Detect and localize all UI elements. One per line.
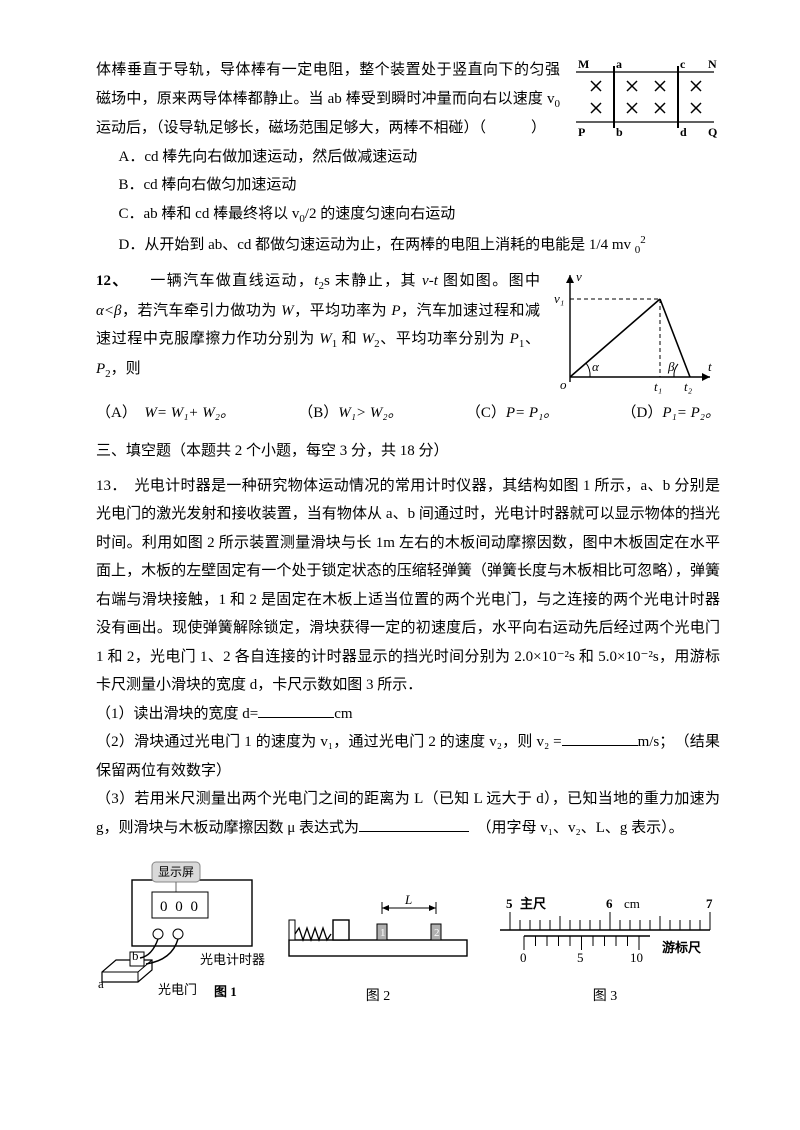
- svg-text:L: L: [404, 892, 412, 907]
- svg-text:5: 5: [577, 950, 584, 965]
- svg-text:0 0 0: 0 0 0: [160, 899, 200, 915]
- svg-text:d: d: [680, 125, 687, 138]
- svg-text:N: N: [708, 57, 717, 71]
- q11-options: A．cd 棒先向右做加速运动，然后做减速运动 B．cd 棒向右做匀加速运动 C．…: [119, 143, 721, 261]
- svg-text:主尺: 主尺: [520, 896, 546, 911]
- q12-vt-graph: v v₁ α β t t₁ t₂ o: [550, 267, 720, 397]
- svg-text:M: M: [578, 57, 589, 71]
- q11-magnetic-diagram: M a c N P b d Q: [570, 56, 720, 138]
- svg-text:c: c: [680, 57, 686, 71]
- q13-fig3: 5 6 7 主尺 cm 0 5 10 游标尺 图 3: [490, 890, 720, 1011]
- svg-text:α: α: [592, 359, 600, 374]
- svg-text:0: 0: [520, 950, 527, 965]
- svg-text:游标尺: 游标尺: [662, 940, 701, 955]
- svg-text:v: v: [576, 269, 582, 284]
- svg-text:5: 5: [506, 896, 513, 911]
- svg-text:10: 10: [630, 950, 643, 965]
- svg-text:光电计时器: 光电计时器: [200, 952, 265, 967]
- svg-text:t: t: [708, 359, 712, 374]
- svg-text:光电门: 光电门: [158, 982, 197, 997]
- q13-q3: （3）若用米尺测量出两个光电门之间的距离为 L（已知 L 远大于 d），已知当地…: [96, 785, 720, 842]
- svg-text:a: a: [98, 976, 104, 991]
- q13-p1: 13． 光电计时器是一种研究物体运动情况的常用计时仪器，其结构如图 1 所示，a…: [96, 472, 720, 700]
- svg-text:P: P: [578, 125, 585, 138]
- svg-text:a: a: [616, 57, 622, 71]
- svg-text:v₁: v₁: [554, 291, 564, 306]
- svg-text:t₁: t₁: [654, 379, 662, 394]
- svg-text:显示屏: 显示屏: [158, 865, 194, 879]
- q13-q2: （2）滑块通过光电门 1 的速度为 v₁，通过光电门 2 的速度 v₂，则 v₂…: [96, 728, 720, 785]
- svg-text:b: b: [616, 125, 623, 138]
- q13-fig1: 显示屏 0 0 0: [96, 856, 266, 1010]
- blank-d[interactable]: [258, 700, 334, 718]
- q13-fig2: 1 2 L 图 2: [283, 890, 473, 1011]
- svg-text:2: 2: [434, 927, 440, 939]
- section3-title: 三、填空题（本题共 2 个小题，每空 3 分，共 18 分）: [96, 437, 720, 466]
- svg-text:cm: cm: [624, 896, 640, 911]
- svg-text:1: 1: [380, 927, 386, 939]
- svg-text:t₂: t₂: [684, 379, 693, 394]
- svg-text:7: 7: [706, 896, 713, 911]
- blank-v2[interactable]: [562, 729, 638, 747]
- svg-text:图 1: 图 1: [214, 984, 237, 999]
- q12-options: （A） W= W₁+ W₂。 （B）W₁> W₂。 （C）P= P₁。 （D）P…: [96, 399, 720, 428]
- svg-text:b: b: [132, 948, 139, 963]
- q13-figure-row: 显示屏 0 0 0: [96, 856, 720, 1010]
- svg-text:Q: Q: [708, 125, 717, 138]
- blank-mu[interactable]: [359, 814, 469, 832]
- svg-text:6: 6: [606, 896, 613, 911]
- svg-text:β: β: [667, 359, 675, 374]
- q13-q1: （1）读出滑块的宽度 d=cm: [96, 700, 720, 729]
- svg-text:o: o: [560, 377, 567, 392]
